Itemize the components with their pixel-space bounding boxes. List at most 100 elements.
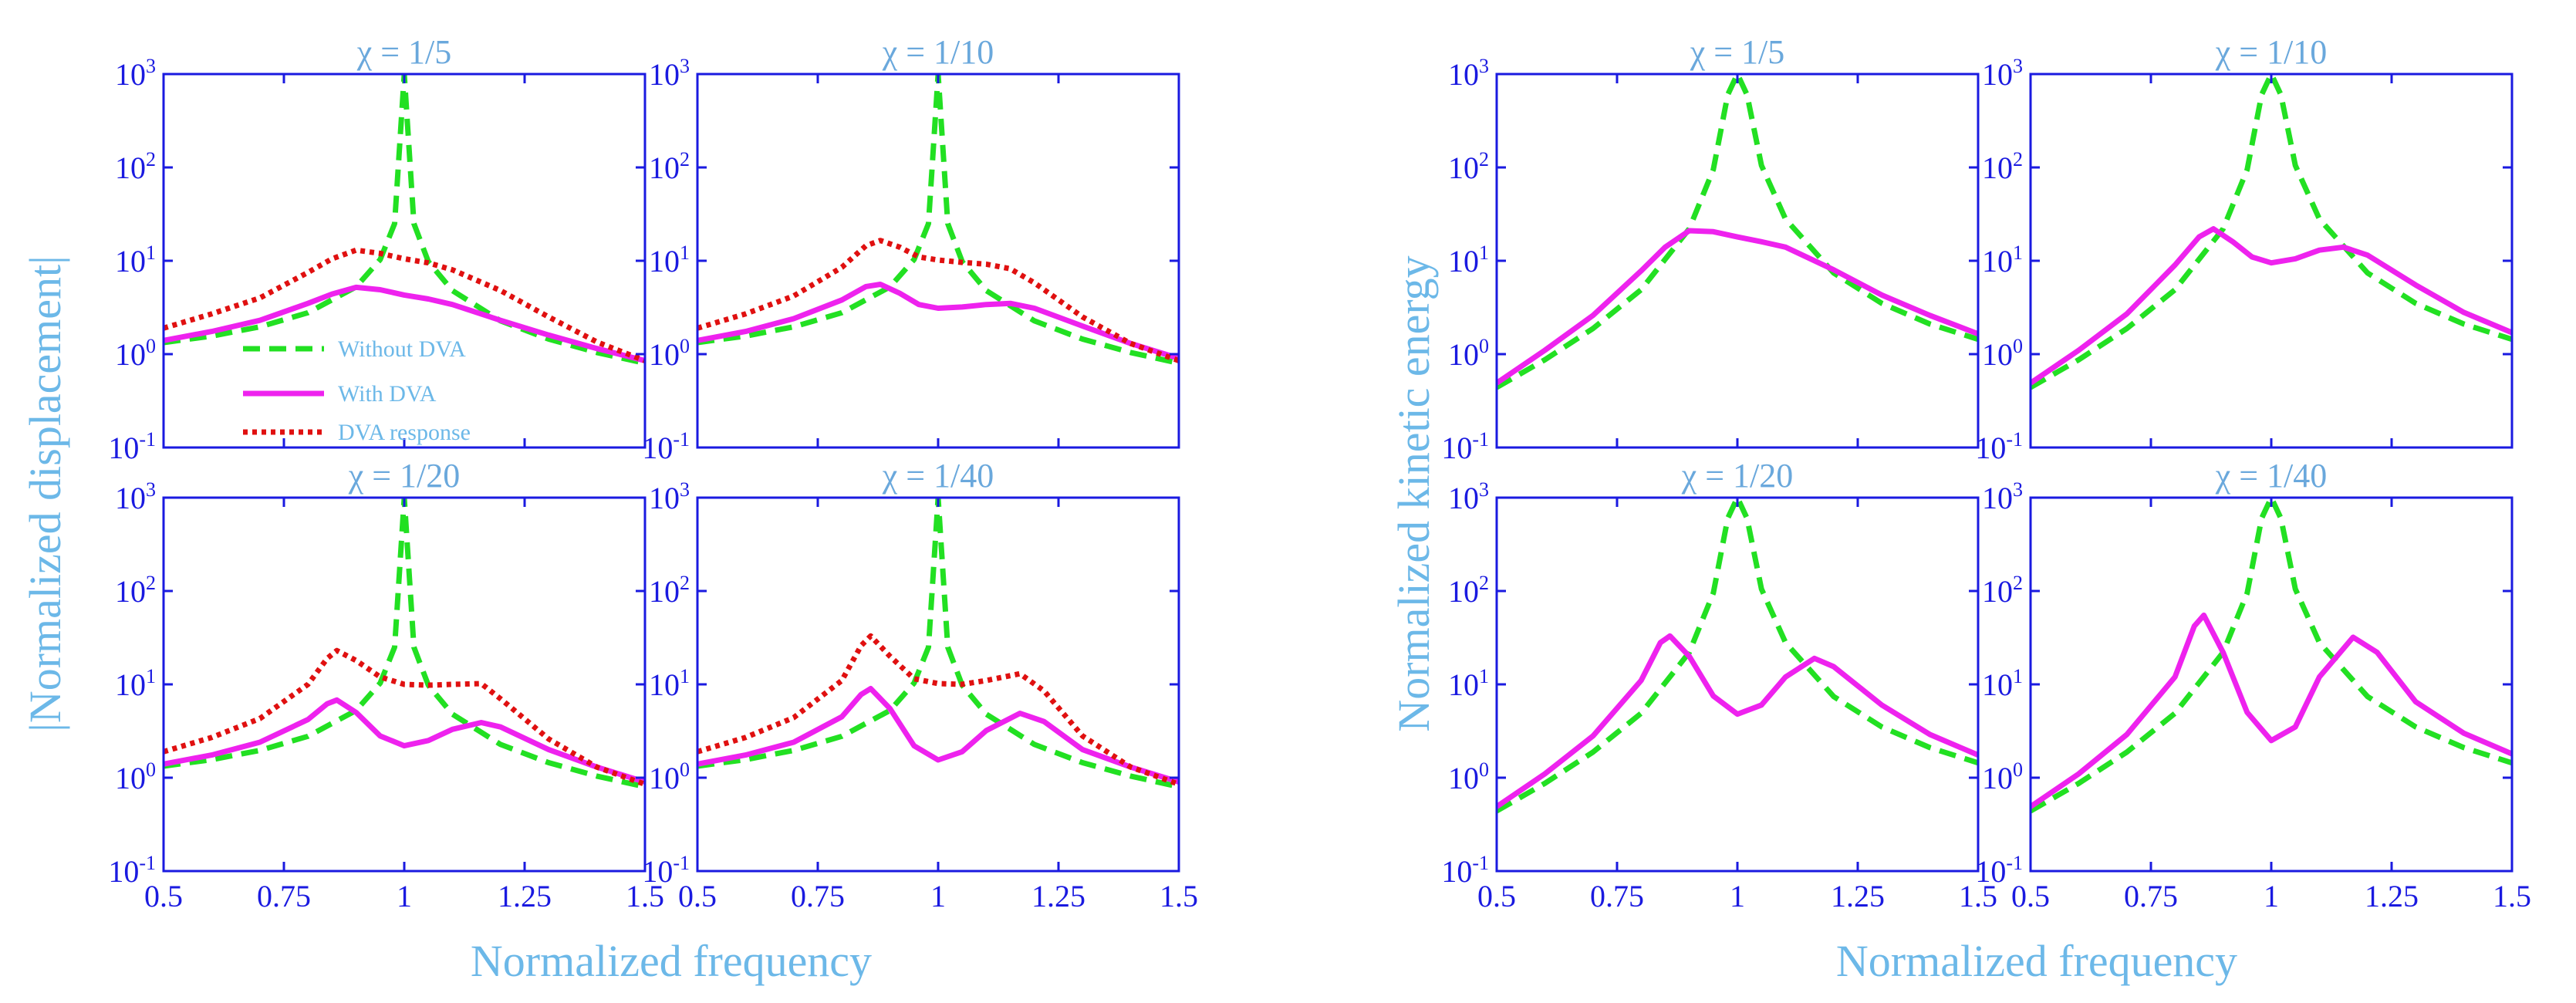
y-tick-label: 103	[1448, 55, 1489, 92]
axes-box	[2029, 496, 2514, 873]
x-tick-label: 0.5	[2011, 879, 2050, 914]
series-line-with-dva	[697, 686, 1179, 785]
x-tick-label: 1	[930, 879, 946, 914]
x-tick-label: 1.5	[1959, 879, 1997, 914]
panel-title: χ = 1/20	[348, 457, 461, 495]
y-tick-label: 101	[1982, 665, 2023, 702]
legend-label-with: With DVA	[338, 381, 437, 407]
chart-panel-6: 10-1 100 101 102 103 χ = 1/10	[1975, 33, 2514, 465]
y-tick-label: 102	[649, 572, 690, 609]
series-line-dva-response	[697, 238, 1179, 363]
y-tick-label: 100	[649, 758, 690, 795]
chart-panel-5: 10-1 100 101 102 103 χ = 1/5	[1441, 33, 1980, 465]
series-line-with-dva	[1497, 228, 1978, 386]
y-tick-label: 103	[649, 478, 690, 515]
x-tick-label: 0.5	[678, 879, 717, 914]
y-tick-label: 100	[115, 335, 156, 372]
chart-panel-1: 10-1 100 101 102 103 χ = 1/5	[108, 33, 647, 465]
panel-title: χ = 1/40	[882, 457, 994, 495]
y-tick-label: 10-1	[642, 852, 690, 889]
panel-title: χ = 1/10	[882, 33, 994, 71]
x-tick-label: 0.75	[791, 879, 845, 914]
series-line-without-dva	[2031, 498, 2512, 814]
x-tick-label: 0.5	[1477, 879, 1516, 914]
y-tick-label: 10-1	[1975, 428, 2023, 465]
series-line-without-dva	[697, 498, 1179, 790]
y-tick-label: 103	[649, 55, 690, 92]
legend: Without DVA With DVA DVA response	[243, 336, 471, 445]
right-xlabel: Normalized frequency	[1836, 936, 2237, 986]
series-line-without-dva	[1497, 498, 1978, 814]
y-tick-label: 102	[1448, 148, 1489, 185]
y-tick-label: 102	[115, 572, 156, 609]
x-tick-label: 1.5	[626, 879, 664, 914]
panel-title: χ = 1/20	[1681, 457, 1794, 495]
y-tick-label: 103	[1448, 478, 1489, 515]
y-tick-label: 10-1	[108, 428, 156, 465]
x-tick-label: 1.5	[2493, 879, 2531, 914]
series-line-with-dva	[164, 697, 645, 785]
x-tick-label: 1	[1730, 879, 1745, 914]
x-tick-label: 0.75	[2124, 879, 2178, 914]
series-line-dva-response	[697, 633, 1179, 787]
y-tick-label: 10-1	[642, 428, 690, 465]
panels-layer: 10-1 100 101 102 103 χ = 1/5 10-1 100 101 102 103 χ…	[108, 33, 2531, 914]
y-tick-label: 103	[1982, 478, 2023, 515]
series-line-dva-response	[164, 247, 645, 363]
x-tick-label: 1.25	[1831, 879, 1885, 914]
x-tick-label: 1	[2264, 879, 2279, 914]
panel-title: χ = 1/40	[2215, 457, 2328, 495]
axes-box	[696, 496, 1180, 873]
chart-panel-7: 10-1 100 101 102 103 0.5 0.75 1 1.25 1.5 χ = 1/20	[1441, 457, 1997, 914]
series-line-with-dva	[1497, 633, 1978, 809]
y-tick-label: 101	[649, 665, 690, 702]
y-tick-label: 102	[1982, 572, 2023, 609]
panel-title: χ = 1/10	[2215, 33, 2328, 71]
y-tick-label: 100	[1448, 758, 1489, 795]
series-line-with-dva	[164, 284, 645, 363]
series-line-dva-response	[164, 647, 645, 787]
left-xlabel: Normalized frequency	[471, 936, 872, 986]
x-tick-label: 1.25	[498, 879, 552, 914]
panel-title: χ = 1/5	[356, 33, 452, 71]
x-tick-label: 1.5	[1160, 879, 1198, 914]
x-tick-label: 1	[397, 879, 412, 914]
y-tick-label: 100	[1982, 758, 2023, 795]
x-tick-label: 0.5	[144, 879, 183, 914]
legend-label-dva: DVA response	[338, 420, 471, 445]
y-tick-label: 10-1	[1441, 852, 1489, 889]
x-tick-label: 1.25	[1031, 879, 1085, 914]
y-tick-label: 10-1	[1441, 428, 1489, 465]
y-tick-label: 101	[1448, 241, 1489, 279]
x-tick-label: 0.75	[1590, 879, 1644, 914]
series-line-without-dva	[164, 498, 645, 790]
y-tick-label: 100	[115, 758, 156, 795]
series-line-with-dva	[2031, 226, 2512, 386]
y-tick-label: 102	[649, 148, 690, 185]
series-line-with-dva	[697, 282, 1179, 361]
series-line-without-dva	[2031, 74, 2512, 390]
legend-label-without: Without DVA	[338, 336, 466, 362]
y-tick-label: 101	[1448, 665, 1489, 702]
y-tick-label: 101	[115, 241, 156, 279]
y-tick-label: 102	[1448, 572, 1489, 609]
series-line-without-dva	[1497, 74, 1978, 390]
left-ylabel: |Normalized displacement|	[20, 255, 70, 732]
right-ylabel: Normalized kinetic energy	[1389, 255, 1439, 731]
y-tick-label: 103	[115, 55, 156, 92]
y-tick-label: 101	[1982, 241, 2023, 279]
y-tick-label: 100	[1982, 335, 2023, 372]
y-tick-label: 100	[1448, 335, 1489, 372]
y-tick-label: 102	[115, 148, 156, 185]
x-tick-label: 1.25	[2365, 879, 2419, 914]
y-tick-label: 100	[649, 335, 690, 372]
axes-box	[696, 73, 1180, 449]
y-tick-label: 103	[1982, 55, 2023, 92]
y-tick-label: 101	[115, 665, 156, 702]
chart-panel-2: 10-1 100 101 102 103 χ = 1/10	[642, 33, 1180, 465]
y-tick-label: 103	[115, 478, 156, 515]
panel-title: χ = 1/5	[1690, 33, 1785, 71]
y-tick-label: 101	[649, 241, 690, 279]
axes-box	[1495, 73, 1980, 449]
